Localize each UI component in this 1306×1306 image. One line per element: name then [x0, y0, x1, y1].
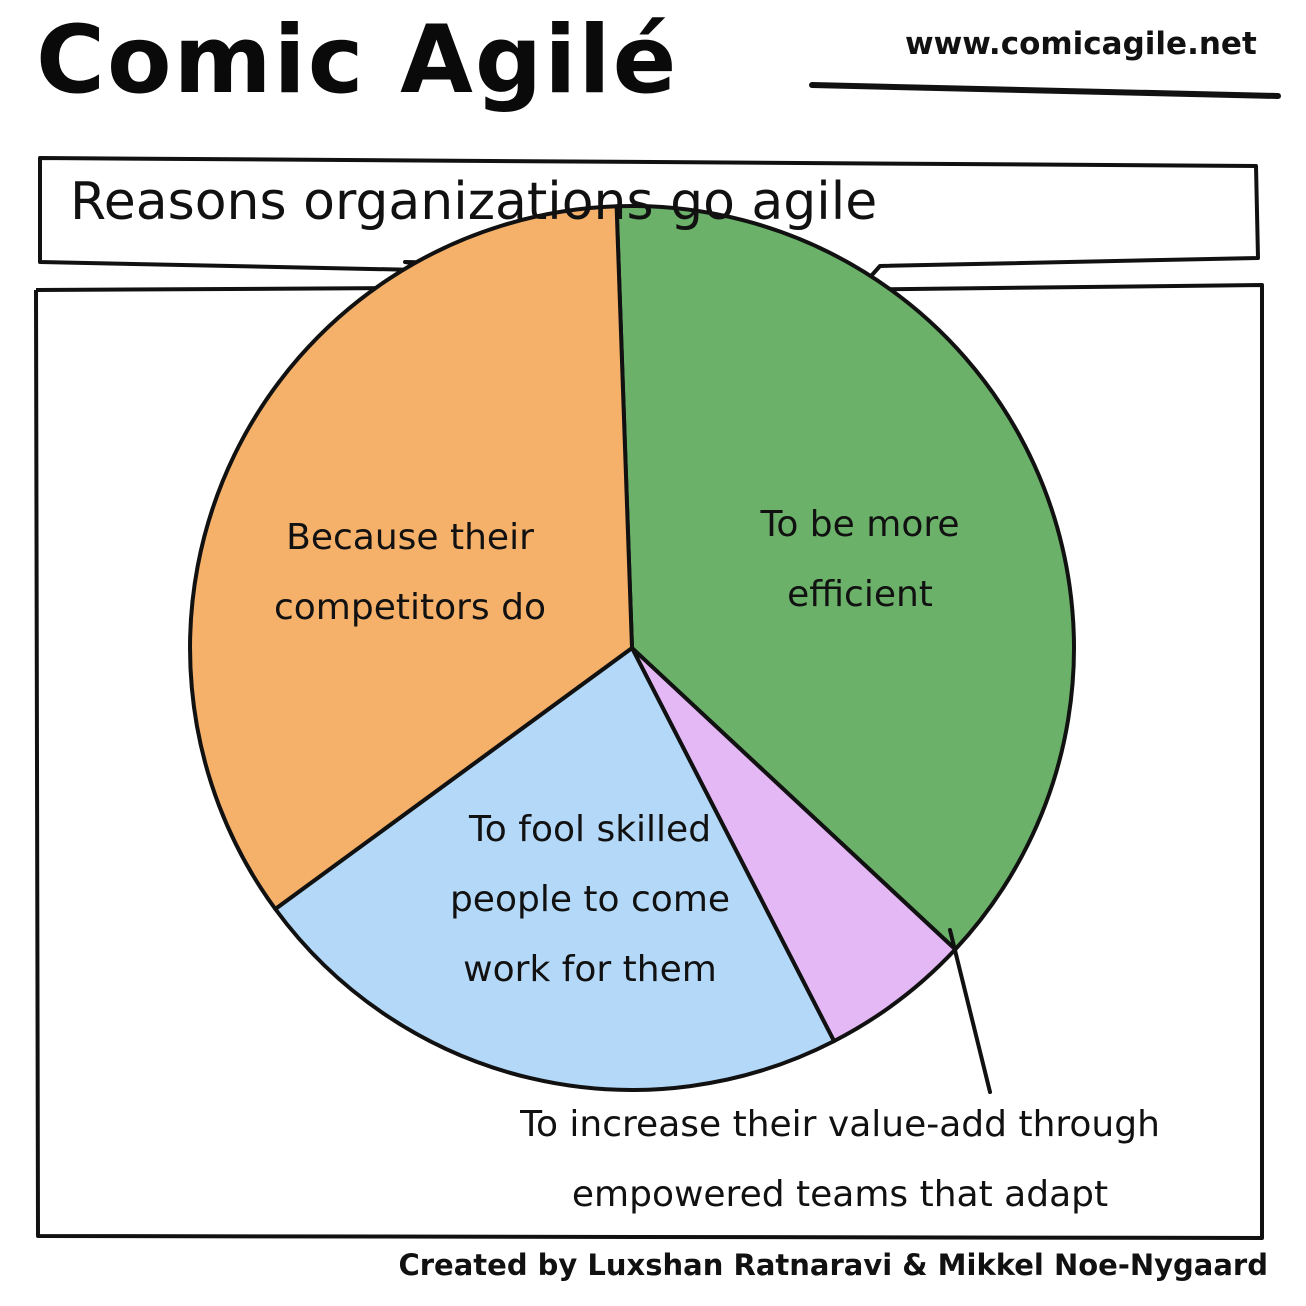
chart-title: Reasons organizations go agile [70, 172, 878, 232]
slice-label-fool-skilled: To fool skilled people to come work for … [449, 809, 731, 990]
slice-fool-skilled [273, 646, 836, 1092]
credit-line: Created by Luxshan Ratnaravi & Mikkel No… [398, 1248, 1268, 1282]
leader-line [948, 928, 992, 1094]
brand-logo: Comic Agilé [36, 6, 679, 115]
site-url[interactable]: www.comicagile.net [905, 26, 1257, 62]
slice-label-value-add: To increase their value-add through empo… [520, 1104, 1160, 1215]
panel-border [34, 283, 1264, 1240]
slice-label-competitors: Because their competitors do [273, 517, 547, 628]
header-rule [809, 82, 1281, 99]
pie-chart [188, 204, 1076, 1092]
slice-label-efficient: To be more efficient [760, 504, 960, 615]
slice-competitors [188, 204, 634, 911]
slice-efficient [614, 204, 1076, 952]
slice-value-add [630, 646, 958, 1044]
